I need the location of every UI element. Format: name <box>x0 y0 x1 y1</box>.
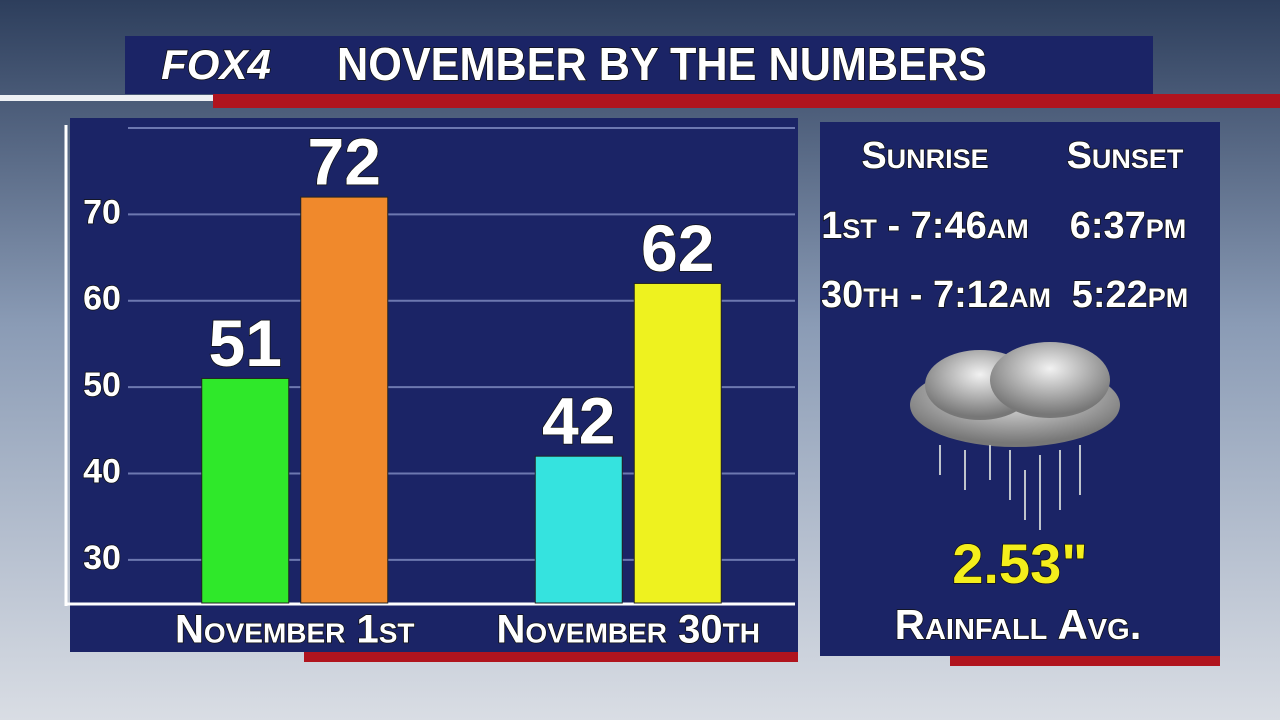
value-label: 62 <box>641 211 714 285</box>
bar <box>633 282 722 604</box>
chart-stripe <box>304 652 798 662</box>
header-band <box>125 36 1153 94</box>
y-tick-label: 50 <box>83 366 121 404</box>
bar <box>300 196 389 604</box>
x-tick-label: November 30th <box>497 608 760 652</box>
rainfall-label: Rainfall Avg. <box>895 601 1142 648</box>
x-tick-label: November 1st <box>175 608 415 652</box>
value-label: 42 <box>542 384 615 458</box>
rain-cloud-icon <box>910 342 1120 530</box>
value-label: 51 <box>209 306 282 380</box>
column-header: Sunset <box>1067 135 1184 177</box>
header-stripe <box>213 94 1280 108</box>
bar <box>534 455 623 604</box>
rainfall-value: 2.53" <box>952 532 1088 595</box>
y-tick-label: 40 <box>83 452 121 490</box>
y-tick-label: 30 <box>83 539 121 577</box>
y-tick-label: 70 <box>83 193 121 231</box>
logo: FOX4 <box>161 41 271 88</box>
sunrise-time: 30th - 7:12am <box>821 274 1051 316</box>
sunset-time: 6:37pm <box>1070 205 1187 247</box>
plot: 30 40 50 60 70 November 1st 51 72 November 30th 4… <box>82 124 795 652</box>
sunrise-time: 1st - 7:46am <box>821 205 1028 247</box>
title: NOVEMBER BY THE NUMBERS <box>337 38 987 90</box>
value-label: 72 <box>308 125 381 199</box>
y-tick-label: 60 <box>83 280 121 318</box>
column-header: Sunrise <box>861 135 988 177</box>
info-stripe <box>950 656 1220 666</box>
bar <box>201 377 290 604</box>
sunset-time: 5:22pm <box>1072 274 1189 316</box>
